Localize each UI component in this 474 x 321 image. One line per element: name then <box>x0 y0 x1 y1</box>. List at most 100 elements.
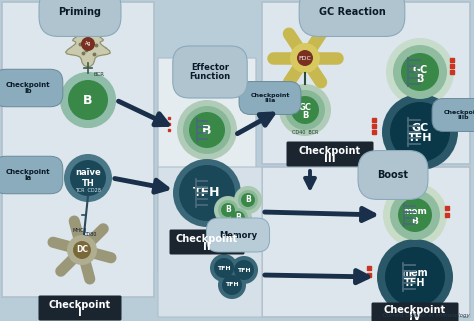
Circle shape <box>214 196 242 224</box>
Text: TFH: TFH <box>408 133 432 143</box>
Circle shape <box>238 190 258 210</box>
Circle shape <box>390 102 450 162</box>
Text: CD80: CD80 <box>83 232 97 238</box>
Circle shape <box>68 80 108 120</box>
FancyBboxPatch shape <box>286 142 374 167</box>
Circle shape <box>241 193 255 207</box>
Circle shape <box>401 53 439 91</box>
Text: B: B <box>202 124 212 136</box>
Text: MHCII: MHCII <box>73 228 87 232</box>
Text: B: B <box>416 74 424 84</box>
Text: FDC: FDC <box>299 56 311 60</box>
Text: BCR: BCR <box>94 73 105 77</box>
Circle shape <box>231 211 245 225</box>
Text: Memory: Memory <box>219 230 257 239</box>
Text: B: B <box>225 205 231 214</box>
Circle shape <box>183 106 231 154</box>
Text: B: B <box>245 195 251 204</box>
Circle shape <box>285 90 325 130</box>
Text: GC Reaction: GC Reaction <box>319 7 385 17</box>
Circle shape <box>60 72 116 128</box>
Circle shape <box>390 190 440 240</box>
Polygon shape <box>65 29 110 67</box>
Text: naïve
TH: naïve TH <box>75 169 101 187</box>
Circle shape <box>222 275 242 295</box>
Text: Checkpoint: Checkpoint <box>299 146 361 156</box>
Text: Checkpoint: Checkpoint <box>384 305 446 315</box>
Text: Priming: Priming <box>58 7 101 17</box>
Text: Checkpoint
IIIb: Checkpoint IIIb <box>443 110 474 120</box>
Circle shape <box>385 247 445 307</box>
Circle shape <box>291 96 319 124</box>
Text: B: B <box>302 111 308 120</box>
Circle shape <box>382 94 458 170</box>
Circle shape <box>279 84 331 136</box>
Text: TCR  CD28: TCR CD28 <box>75 187 101 193</box>
Circle shape <box>179 165 235 221</box>
Text: B: B <box>83 93 93 107</box>
Circle shape <box>234 186 262 214</box>
Text: Ag: Ag <box>85 41 91 47</box>
Text: Current Opinion in Immunology: Current Opinion in Immunology <box>383 313 470 318</box>
Circle shape <box>393 45 447 99</box>
Circle shape <box>297 50 313 66</box>
Circle shape <box>224 204 252 232</box>
Text: Checkpoint: Checkpoint <box>49 300 111 310</box>
Text: GC: GC <box>299 103 311 112</box>
Circle shape <box>70 160 106 196</box>
Circle shape <box>177 100 237 160</box>
Text: B: B <box>411 216 419 225</box>
Circle shape <box>218 200 238 220</box>
Circle shape <box>60 72 116 128</box>
FancyBboxPatch shape <box>158 167 262 317</box>
Text: Checkpoint: Checkpoint <box>176 234 238 244</box>
Text: TFH: TFH <box>193 187 221 199</box>
FancyBboxPatch shape <box>262 167 470 317</box>
Text: TFH: TFH <box>225 282 239 288</box>
Circle shape <box>230 256 258 284</box>
Text: Checkpoint
IIIa: Checkpoint IIIa <box>250 93 290 103</box>
Text: TFH: TFH <box>237 267 251 273</box>
Text: mem: mem <box>401 268 428 278</box>
Circle shape <box>290 43 320 73</box>
Text: Effector
Function: Effector Function <box>190 63 230 81</box>
FancyBboxPatch shape <box>372 302 458 321</box>
Circle shape <box>228 208 248 228</box>
Circle shape <box>218 271 246 299</box>
FancyBboxPatch shape <box>38 296 121 320</box>
FancyBboxPatch shape <box>158 58 256 273</box>
Text: TFH: TFH <box>404 278 426 288</box>
Circle shape <box>64 154 112 202</box>
FancyBboxPatch shape <box>262 2 470 164</box>
Text: TFH: TFH <box>217 265 231 271</box>
Circle shape <box>386 38 454 106</box>
FancyBboxPatch shape <box>2 2 154 297</box>
Text: IV: IV <box>409 313 421 321</box>
Text: GC: GC <box>412 65 428 75</box>
Circle shape <box>173 159 241 227</box>
Circle shape <box>66 78 110 122</box>
Circle shape <box>221 203 235 217</box>
Circle shape <box>398 198 432 232</box>
Text: B: B <box>235 213 241 222</box>
Circle shape <box>377 239 453 315</box>
Text: Checkpoint
Ib: Checkpoint Ib <box>6 82 50 94</box>
Text: III: III <box>324 153 336 163</box>
Circle shape <box>189 112 225 148</box>
Text: DC: DC <box>76 246 88 255</box>
Text: II: II <box>203 241 211 251</box>
Circle shape <box>67 235 97 265</box>
FancyBboxPatch shape <box>170 230 245 255</box>
Circle shape <box>383 183 447 247</box>
Text: Checkpoint
Ia: Checkpoint Ia <box>6 169 50 181</box>
Circle shape <box>81 37 95 51</box>
Text: Boost: Boost <box>377 170 409 180</box>
Text: GC: GC <box>411 123 428 133</box>
Circle shape <box>210 254 238 282</box>
Circle shape <box>73 241 91 259</box>
Text: CD40  BCR: CD40 BCR <box>292 129 318 134</box>
Text: I: I <box>78 308 82 317</box>
Circle shape <box>234 260 254 280</box>
Circle shape <box>214 258 234 278</box>
Text: mem: mem <box>402 207 428 216</box>
